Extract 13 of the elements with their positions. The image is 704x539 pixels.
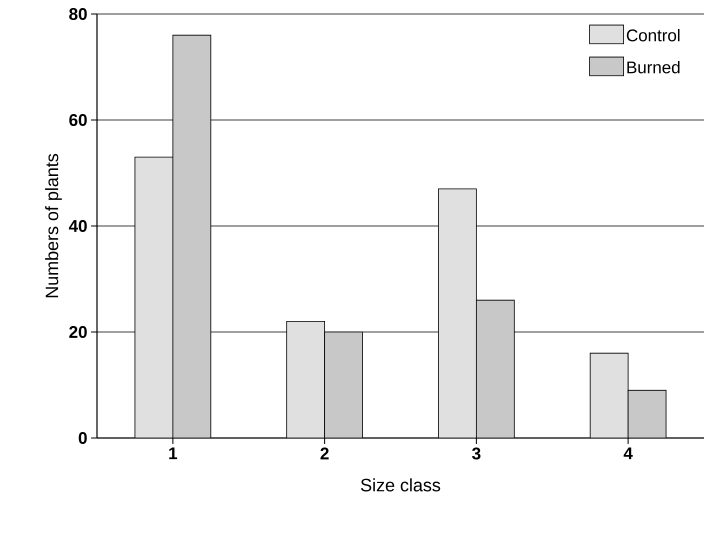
y-tick-label: 40 <box>68 220 87 232</box>
x-axis-title: Size class <box>360 478 440 492</box>
x-tick-label: 2 <box>320 447 329 460</box>
x-tick-label: 1 <box>169 447 178 460</box>
x-tick-label: 4 <box>624 447 633 460</box>
legend-label: Control <box>626 28 680 42</box>
y-axis-title: Numbers of plants <box>45 154 62 298</box>
y-tick-label: 60 <box>69 114 87 126</box>
legend-label: Burned <box>627 60 680 74</box>
y-tick-label: 80 <box>69 8 87 20</box>
x-tick-label: 3 <box>472 447 480 460</box>
y-tick-label: 0 <box>78 432 87 444</box>
y-tick-label: 20 <box>69 326 87 338</box>
